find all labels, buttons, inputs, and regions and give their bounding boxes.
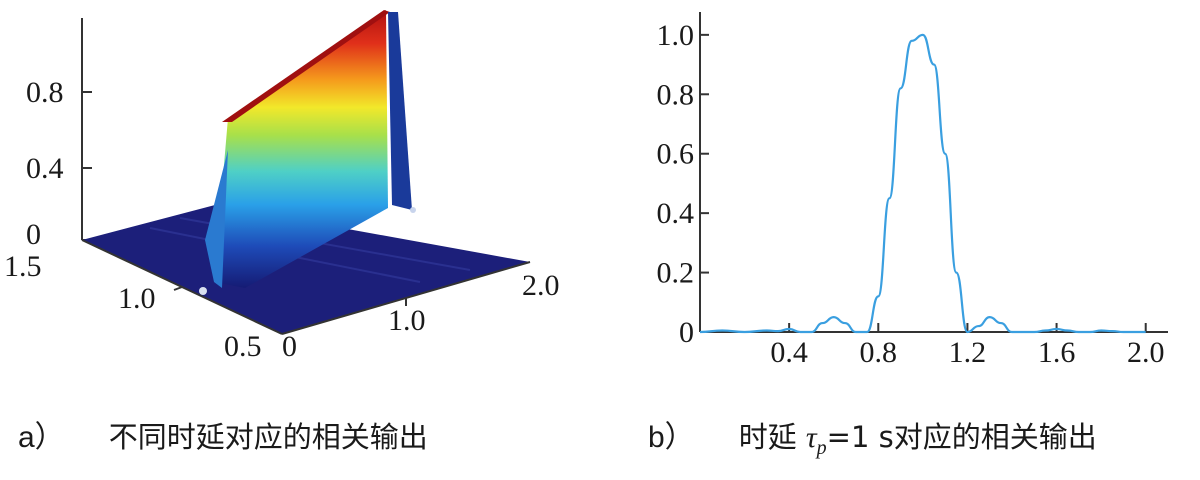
series-line <box>699 33 1146 334</box>
surface-ridge-back <box>388 12 412 210</box>
x-tick-label: 1.6 <box>1038 336 1076 369</box>
x-tick-label: 2.0 <box>1127 336 1165 369</box>
z-tick-label: 0 <box>26 218 41 251</box>
surface-highlight <box>199 287 207 295</box>
surface-highlight <box>410 207 416 213</box>
x-tick-label: 1.0 <box>388 304 426 337</box>
y-tick-label: 0 <box>679 316 694 349</box>
caption-b-tag: b） <box>648 421 695 454</box>
x-tick-label: 0.8 <box>860 336 898 369</box>
y-tick-label: 1.5 <box>4 250 42 283</box>
line-chart: 0 0.2 0.4 0.6 0.8 1.0 0.4 0.8 1.2 1.6 2.0 <box>657 12 1168 369</box>
caption-b-prefix: 时延 <box>738 420 806 454</box>
z-tick-label: 0.8 <box>26 76 64 109</box>
y-tick-label: 0.2 <box>657 257 695 290</box>
surface-ridge-left <box>205 150 228 288</box>
surface-ridge-top <box>222 10 390 122</box>
caption-b-tau-sub: p <box>816 437 827 459</box>
caption-b: b） 时延 τp=1 s对应的相关输出 <box>648 412 1097 460</box>
caption-a-text: 不同时延对应的相关输出 <box>108 420 428 454</box>
caption-b-tau: τ <box>805 421 817 454</box>
y-tick-label: 0.5 <box>224 330 262 363</box>
caption-b-suffix: =1 s对应的相关输出 <box>826 420 1097 454</box>
x-tick-label: 0.4 <box>770 336 808 369</box>
y-tick-label: 0.8 <box>657 78 695 111</box>
caption-a-tag: a） <box>18 421 65 454</box>
y-tick-label: 0.6 <box>657 138 695 171</box>
y-tick-label: 1.0 <box>657 19 695 52</box>
y-tick-label: 0.4 <box>657 197 695 230</box>
x-tick-label: 0 <box>282 330 297 363</box>
y-tick <box>173 286 183 291</box>
surface-plot: 0 0.4 0.8 1.5 1.0 0.5 0 1.0 2.0 <box>4 10 560 363</box>
caption-a: a） 不同时延对应的相关输出 <box>18 412 428 456</box>
z-tick-label: 0.4 <box>26 152 64 185</box>
surface-ridge <box>214 10 388 288</box>
x-tick-label: 1.2 <box>949 336 987 369</box>
x-tick-label: 2.0 <box>522 269 560 302</box>
y-tick-label: 1.0 <box>118 282 156 315</box>
